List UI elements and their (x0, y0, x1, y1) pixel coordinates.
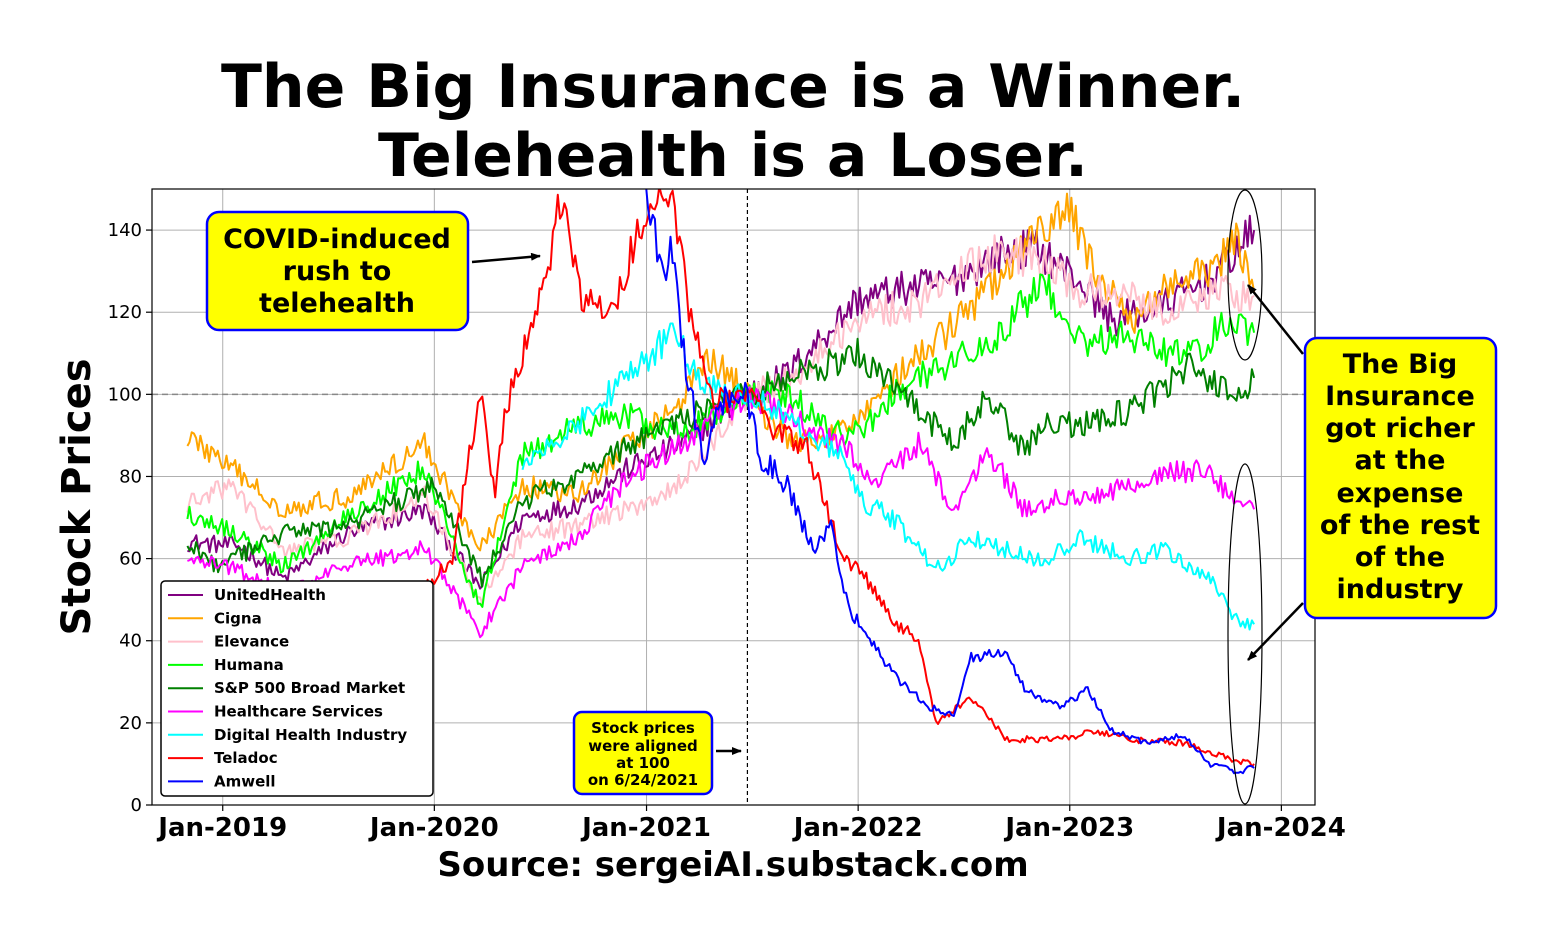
y-tick-label: 100 (108, 384, 142, 405)
legend-label: Elevance (214, 633, 289, 651)
insurance-callout-line-1: The Big (1343, 349, 1458, 380)
covid-callout-line-2: rush to (283, 256, 392, 287)
series-lines (186, 189, 1256, 775)
x-tick-label: Jan-2022 (792, 813, 923, 843)
y-tick-label: 80 (119, 466, 142, 487)
highlight-ellipse-bottom (1227, 463, 1263, 805)
covid-callout-arrow (471, 252, 541, 264)
y-tick-label: 120 (108, 302, 142, 323)
insurance-callout-line-3: got richer (1325, 413, 1475, 444)
legend-label: UnitedHealth (214, 586, 326, 604)
x-tick-label: Jan-2020 (368, 813, 499, 843)
insurance-callout-line-7: of the (1355, 542, 1445, 573)
legend-label: Healthcare Services (214, 703, 383, 721)
y-tick-label: 20 (119, 713, 142, 734)
insurance-callout-line-8: industry (1337, 574, 1464, 605)
y-tick-label: 40 (119, 631, 142, 652)
legend-label: Digital Health Industry (214, 726, 407, 744)
y-tick-label: 140 (108, 220, 142, 241)
x-axis-ticks: Jan-2019 Jan-2020 Jan-2021 Jan-2022 Jan-2023… (156, 805, 1346, 843)
legend-label: Amwell (214, 772, 276, 790)
x-tick-label: Jan-2023 (1003, 813, 1134, 843)
insurance-callout-line-5: expense (1337, 478, 1464, 509)
aligned-callout-box (572, 710, 714, 796)
aligned-callout-line-1: Stock prices (591, 719, 695, 737)
chart-title-line-2: Telehealth is a Loser. (378, 121, 1088, 191)
insurance-arrow-up (1247, 284, 1304, 355)
insurance-callout-line-6: of the rest (1320, 510, 1480, 541)
y-axis-ticks: 0 20 40 60 80 100 120 140 (108, 220, 152, 816)
series-line-healthcare-services (187, 386, 1256, 639)
source-credit: Source: sergeiAI.substack.com (437, 845, 1028, 885)
insurance-callout-box (1303, 336, 1498, 620)
y-tick-label: 60 (119, 549, 142, 570)
aligned-callout-line-2: were aligned (588, 737, 698, 755)
series-line-digital-health-industry (521, 322, 1255, 631)
highlight-ellipse-top (1227, 189, 1263, 361)
series-line-cigna (186, 192, 1256, 552)
y-tick-label: 0 (131, 795, 142, 816)
aligned-callout-line-3: at 100 (616, 754, 670, 772)
x-tick-label: Jan-2019 (156, 813, 287, 843)
series-line-elevance (186, 234, 1255, 605)
legend-label: S&P 500 Broad Market (214, 679, 405, 697)
aligned-callout-line-4: on 6/24/2021 (588, 771, 698, 789)
covid-callout-line-3: telehealth (259, 288, 415, 319)
series-line-amwell (645, 189, 1255, 775)
insurance-callout-line-4: at the (1355, 445, 1446, 476)
x-tick-label: Jan-2024 (1215, 813, 1346, 843)
chart-title-line-1: The Big Insurance is a Winner. (221, 52, 1245, 122)
insurance-callout-line-2: Insurance (1325, 381, 1475, 412)
legend-label: Cigna (214, 609, 262, 627)
legend-label: Humana (214, 656, 284, 674)
y-axis-label: Stock Prices (54, 358, 100, 635)
covid-callout-line-1: COVID-induced (223, 224, 451, 255)
legend: UnitedHealth Cigna Elevance Humana S&P 500 B… (168, 586, 407, 790)
x-tick-label: Jan-2021 (580, 813, 711, 843)
insurance-arrow-down (1247, 602, 1304, 661)
covid-callout-box (205, 210, 470, 332)
legend-label: Teladoc (214, 749, 278, 767)
legend-box (160, 580, 434, 797)
